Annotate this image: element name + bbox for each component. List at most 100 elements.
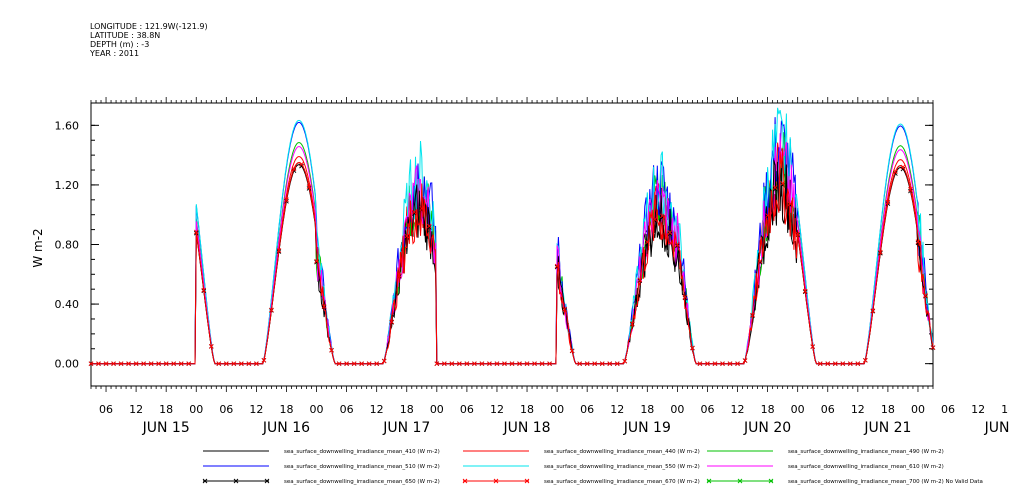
legend-label: sea_surface_downwelling_irradiance_mean_…	[544, 464, 700, 470]
y-tick-label: 1.20	[55, 179, 80, 192]
marker-stroke	[291, 166, 297, 172]
marker-stroke	[569, 348, 575, 354]
series-line	[91, 152, 934, 365]
metadata-block: LONGITUDE : 121.9W(-121.9) LATITUDE : 38…	[90, 22, 208, 58]
series-marker	[487, 361, 492, 366]
series-marker	[186, 361, 192, 366]
series-marker	[780, 181, 785, 186]
longitude-line: LONGITUDE : 121.9W(-121.9)	[90, 22, 208, 31]
series-marker	[269, 307, 274, 313]
marker-stroke	[780, 181, 785, 186]
marker-stroke	[299, 161, 304, 167]
series-line	[91, 148, 934, 365]
marker-stroke	[810, 344, 816, 349]
series-marker	[652, 216, 658, 222]
series-marker	[592, 361, 598, 366]
series-marker	[667, 231, 673, 237]
legend-marker	[524, 478, 530, 484]
series-line	[91, 133, 934, 365]
x-tick-label: 00	[189, 403, 203, 416]
series-marker	[126, 361, 131, 366]
legend-marker	[737, 478, 743, 484]
marker-stroke	[554, 263, 560, 269]
marker-stroke	[509, 361, 515, 366]
x-tick-label: 18	[1001, 403, 1009, 416]
x-tick-label: 06	[700, 403, 714, 416]
series-marker	[855, 361, 861, 366]
marker-stroke	[306, 184, 312, 190]
marker-stroke	[216, 361, 222, 366]
marker-stroke	[479, 361, 485, 366]
x-tick-label: 18	[881, 403, 895, 416]
series-marker	[111, 361, 116, 366]
series-marker	[772, 186, 778, 192]
marker-stroke	[419, 206, 425, 211]
series-marker	[772, 185, 778, 190]
series-marker	[614, 361, 620, 366]
x-tick-label: 06	[821, 403, 835, 416]
series-marker	[554, 263, 560, 269]
marker-stroke	[284, 197, 289, 202]
marker-stroke	[772, 185, 778, 190]
marker-stroke	[765, 213, 770, 218]
x-tick-label: 06	[99, 403, 113, 416]
marker-stroke	[900, 164, 906, 170]
series-marker	[419, 206, 425, 211]
series-marker	[547, 361, 552, 366]
x-tick-label: 18	[761, 403, 775, 416]
series-marker	[930, 345, 936, 350]
series-marker	[682, 294, 688, 300]
marker-stroke	[359, 361, 364, 366]
marker-stroke	[141, 361, 146, 366]
marker-stroke	[246, 361, 252, 366]
series-marker	[276, 248, 282, 253]
legend-item: sea_surface_downwelling_irradiance_mean_…	[463, 464, 700, 470]
series-marker	[201, 287, 207, 293]
series-marker	[404, 233, 410, 239]
legend-label: sea_surface_downwelling_irradiance_mean_…	[284, 464, 440, 470]
series-marker	[231, 361, 237, 366]
series-marker	[878, 249, 883, 255]
series-marker	[652, 218, 658, 224]
x-tick-label: 18	[520, 403, 534, 416]
series-marker	[426, 225, 432, 230]
x-tick-label: 06	[580, 403, 594, 416]
marker-stroke	[637, 277, 643, 283]
legend-marker	[462, 478, 468, 484]
marker-stroke	[667, 231, 673, 237]
legend-marker	[202, 478, 208, 484]
series-marker	[584, 361, 590, 366]
series-marker	[870, 308, 876, 314]
marker-stroke	[547, 361, 552, 366]
series-marker	[299, 161, 304, 167]
series-marker	[163, 361, 169, 366]
marker-stroke	[637, 278, 643, 283]
legend-label: sea_surface_downwelling_irradiance_mean_…	[788, 464, 944, 470]
legend-marker	[706, 478, 712, 484]
marker-stroke	[449, 361, 455, 366]
marker-stroke	[863, 357, 868, 363]
marker-stroke	[201, 287, 207, 293]
series-marker	[569, 348, 575, 354]
marker-stroke	[118, 361, 124, 366]
series-marker	[727, 361, 733, 366]
series-marker	[411, 209, 417, 215]
day-label: JUN 18	[502, 420, 550, 436]
series-marker	[299, 163, 304, 169]
marker-stroke	[389, 319, 395, 325]
series-marker	[629, 321, 635, 327]
legend-label: sea_surface_downwelling_irradiance_mean_…	[788, 479, 983, 485]
x-tick-label: 00	[670, 403, 684, 416]
marker-stroke	[261, 357, 267, 363]
series-marker	[426, 223, 432, 229]
depth-line: DEPTH (m) : -3	[90, 40, 150, 49]
marker-stroke	[464, 361, 470, 366]
marker-stroke	[772, 186, 778, 192]
series-marker	[389, 319, 395, 325]
marker-stroke	[735, 361, 740, 366]
day-label: JUN 19	[623, 420, 671, 436]
marker-stroke	[404, 235, 410, 240]
legend-item: sea_surface_downwelling_irradiance_mean_…	[707, 449, 944, 455]
legend-label: sea_surface_downwelling_irradiance_mean_…	[284, 479, 440, 485]
year-line: YEAR : 2011	[90, 49, 140, 58]
